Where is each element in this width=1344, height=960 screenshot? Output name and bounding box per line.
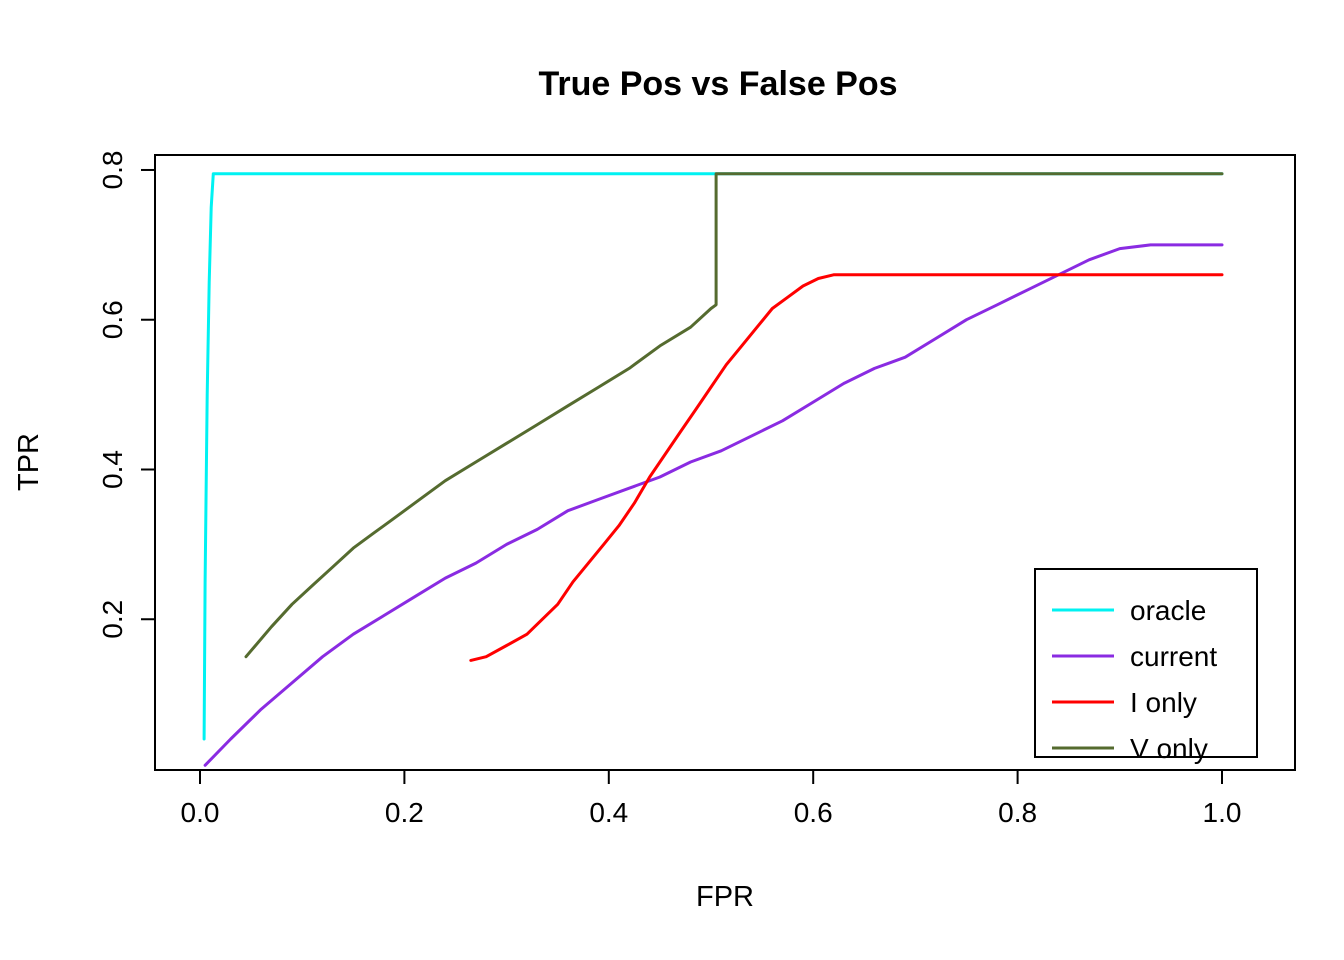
series-line-current bbox=[203, 243, 1224, 767]
legend-box bbox=[1034, 568, 1258, 758]
series-line-oracle bbox=[202, 172, 1224, 741]
legend-label: oracle bbox=[1130, 595, 1206, 626]
chart-title: True Pos vs False Pos bbox=[538, 65, 897, 103]
y-axis-label: TPR bbox=[13, 433, 45, 491]
x-tick-label: 0.4 bbox=[589, 797, 628, 828]
series-line-v-only bbox=[244, 172, 1224, 659]
y-tick-label: 0.2 bbox=[97, 600, 128, 639]
y-tick-label: 0.4 bbox=[97, 450, 128, 489]
x-tick-label: 0.0 bbox=[181, 797, 220, 828]
x-tick-label: 1.0 bbox=[1203, 797, 1242, 828]
y-tick-label: 0.6 bbox=[97, 300, 128, 339]
x-axis-label: FPR bbox=[696, 881, 754, 913]
x-tick-label: 0.2 bbox=[385, 797, 424, 828]
legend-label: V only bbox=[1130, 733, 1208, 764]
legend-label: current bbox=[1130, 641, 1217, 672]
legend-label: I only bbox=[1130, 687, 1197, 718]
plot-dynamic-layer: 0.0 0.2 0.4 0.6 0.8 1.0 0.2 0.4 0.6 0.8 oracle curr… bbox=[97, 151, 1296, 828]
plot-box bbox=[154, 154, 1296, 771]
x-tick-label: 0.6 bbox=[794, 797, 833, 828]
x-tick-label: 0.8 bbox=[998, 797, 1037, 828]
y-tick-label: 0.8 bbox=[97, 151, 128, 190]
series-line-i-only bbox=[469, 273, 1224, 662]
